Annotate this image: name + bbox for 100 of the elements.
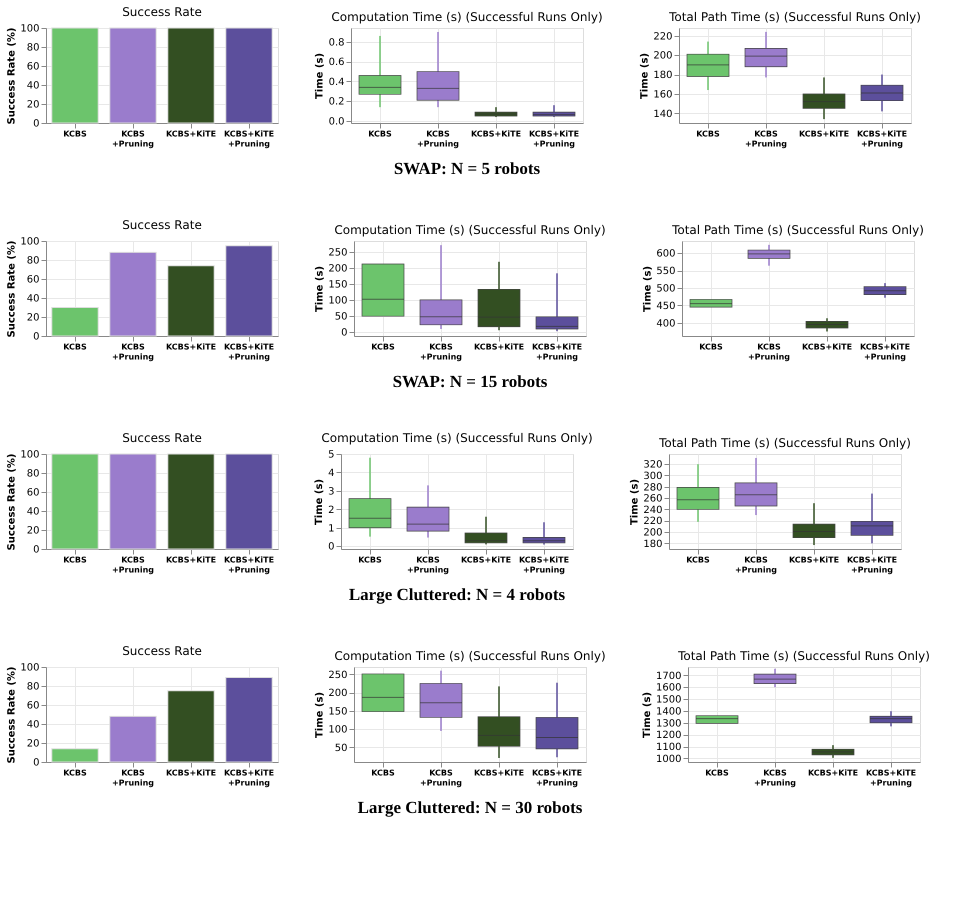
y-axis-title: Success Rate (%) [6, 666, 18, 764]
x-tick-label: KCBS [63, 556, 88, 564]
y-tick-label: 600 [656, 248, 676, 260]
y-tick-label: 250 [328, 670, 348, 681]
x-tick-label: KCBS [686, 556, 710, 564]
y-tick-label: 80 [26, 682, 40, 692]
y-tick-label: 320 [643, 460, 662, 471]
x-tick-label: KCBS+KiTE +Pruning [224, 556, 274, 574]
y-axis-title: Time (s) [314, 692, 326, 738]
x-tick-label: KCBS [63, 342, 88, 352]
y-tick-label: 200 [328, 264, 348, 275]
x-tick-label: KCBS +Pruning [416, 130, 460, 148]
x-tick-label: KCBS+KiTE [474, 768, 524, 778]
x-tick-label: KCBS+KiTE [808, 768, 858, 778]
x-tick-label: KCBS+KiTE [474, 342, 524, 352]
y-axis-title: Time (s) [642, 692, 654, 738]
y-tick-label: 450 [656, 300, 676, 312]
y-tick-label: 3 [328, 486, 334, 498]
x-tick-label: KCBS+KiTE +Pruning [856, 130, 908, 148]
chart-title: Success Rate [122, 644, 202, 658]
y-axis-title: Time (s) [642, 266, 654, 312]
y-tick-label: 400 [656, 318, 676, 330]
y-tick-label: 240 [643, 504, 662, 516]
y-tick-label: 1300 [656, 718, 682, 730]
y-tick-label: 50 [334, 312, 348, 323]
x-tick-label: KCBS +Pruning [420, 342, 462, 362]
y-tick-label: 200 [328, 688, 348, 700]
y-tick-label: 60 [26, 62, 40, 72]
y-axis-title: Time (s) [629, 478, 640, 526]
y-tick-label: 0.4 [328, 76, 344, 88]
x-tick-label: KCBS+KiTE +Pruning [846, 556, 898, 574]
chart-title: Total Path Time (s) (Successful Runs Only) [658, 436, 911, 450]
y-tick-label: 0 [33, 332, 40, 342]
y-tick-label: 0.6 [328, 57, 344, 68]
x-tick-label: KCBS+KiTE [166, 556, 216, 564]
chart-title: Total Path Time (s) (Successful Runs Only) [677, 649, 930, 663]
x-tick-label: KCBS+KiTE [802, 342, 852, 352]
x-tick-label: KCBS +Pruning [112, 768, 154, 788]
y-axis-title: Time (s) [314, 266, 326, 312]
y-tick-label: 80 [26, 256, 40, 266]
y-tick-label: 40 [26, 80, 40, 92]
y-tick-label: 20 [26, 526, 40, 536]
x-tick-label: KCBS+KiTE [798, 130, 850, 138]
x-tick-label: KCBS+KiTE +Pruning [224, 768, 274, 788]
x-tick-label: KCBS+KiTE +Pruning [532, 342, 582, 362]
y-tick-label: 160 [653, 89, 672, 100]
x-tick-label: KCBS+KiTE [788, 556, 840, 564]
y-tick-label: 60 [26, 700, 40, 712]
x-tick-label: KCBS+KiTE [166, 768, 216, 778]
x-tick-label: KCBS+KiTE +Pruning [866, 768, 916, 788]
y-tick-label: 500 [656, 283, 676, 294]
y-tick-label: 0 [341, 328, 348, 339]
y-axis-title: Time (s) [314, 478, 326, 526]
text: Large Cluttered: N = 4 robots [348, 585, 566, 604]
x-tick-label: KCBS [368, 130, 392, 138]
y-tick-label: 0 [33, 118, 40, 130]
x-tick-label: KCBS +Pruning [734, 556, 778, 574]
x-tick-label: KCBS +Pruning [112, 342, 154, 362]
y-tick-label: 0 [33, 758, 40, 768]
y-tick-label: 550 [656, 266, 676, 278]
x-tick-label: KCBS [63, 130, 88, 138]
y-axis-title: Time (s) [639, 52, 650, 100]
y-tick-label: 50 [334, 742, 348, 754]
y-tick-label: 200 [643, 528, 662, 539]
y-tick-label: 100 [20, 236, 40, 248]
y-axis-title: Time (s) [314, 52, 326, 100]
y-tick-label: 1000 [656, 754, 682, 765]
x-tick-label: KCBS+KiTE +Pruning [532, 768, 582, 788]
y-tick-label: 1200 [656, 730, 682, 742]
y-tick-label: 2 [328, 504, 334, 516]
y-tick-label: 40 [26, 294, 40, 304]
y-tick-label: 0.2 [328, 96, 344, 108]
y-tick-label: 200 [653, 50, 672, 62]
x-tick-label: KCBS +Pruning [112, 130, 154, 148]
x-tick-label: KCBS+KiTE +Pruning [518, 556, 570, 574]
y-tick-label: 180 [643, 538, 662, 550]
chart-title: Computation Time (s) (Successful Runs Only) [334, 223, 606, 237]
y-tick-label: 80 [26, 468, 40, 480]
x-tick-label: KCBS+KiTE +Pruning [528, 130, 580, 148]
y-tick-label: 150 [328, 706, 348, 718]
y-tick-label: 80 [26, 42, 40, 54]
x-tick-label: KCBS [696, 130, 720, 138]
y-tick-label: 1600 [656, 682, 682, 694]
y-tick-label: 60 [26, 488, 40, 498]
y-tick-label: 260 [643, 494, 662, 505]
y-tick-label: 1400 [656, 706, 682, 718]
y-tick-label: 250 [328, 248, 348, 259]
chart-title: Computation Time (s) (Successful Runs Only) [334, 649, 606, 663]
y-tick-label: 180 [653, 70, 672, 82]
chart-title: Computation Time (s) (Successful Runs Only) [321, 431, 593, 445]
chart-title: Total Path Time (s) (Successful Runs Only) [668, 10, 921, 24]
text: SWAP: N = 5 robots [394, 159, 541, 178]
x-tick-label: KCBS+KiTE [460, 556, 512, 564]
y-tick-label: 5 [328, 450, 334, 460]
x-tick-label: KCBS+KiTE +Pruning [224, 130, 274, 148]
x-tick-label: KCBS +Pruning [112, 556, 154, 574]
y-tick-label: 220 [653, 31, 672, 42]
y-tick-label: 40 [26, 720, 40, 730]
text: Large Cluttered: N = 30 robots [358, 798, 583, 817]
x-tick-label: KCBS [705, 768, 730, 778]
